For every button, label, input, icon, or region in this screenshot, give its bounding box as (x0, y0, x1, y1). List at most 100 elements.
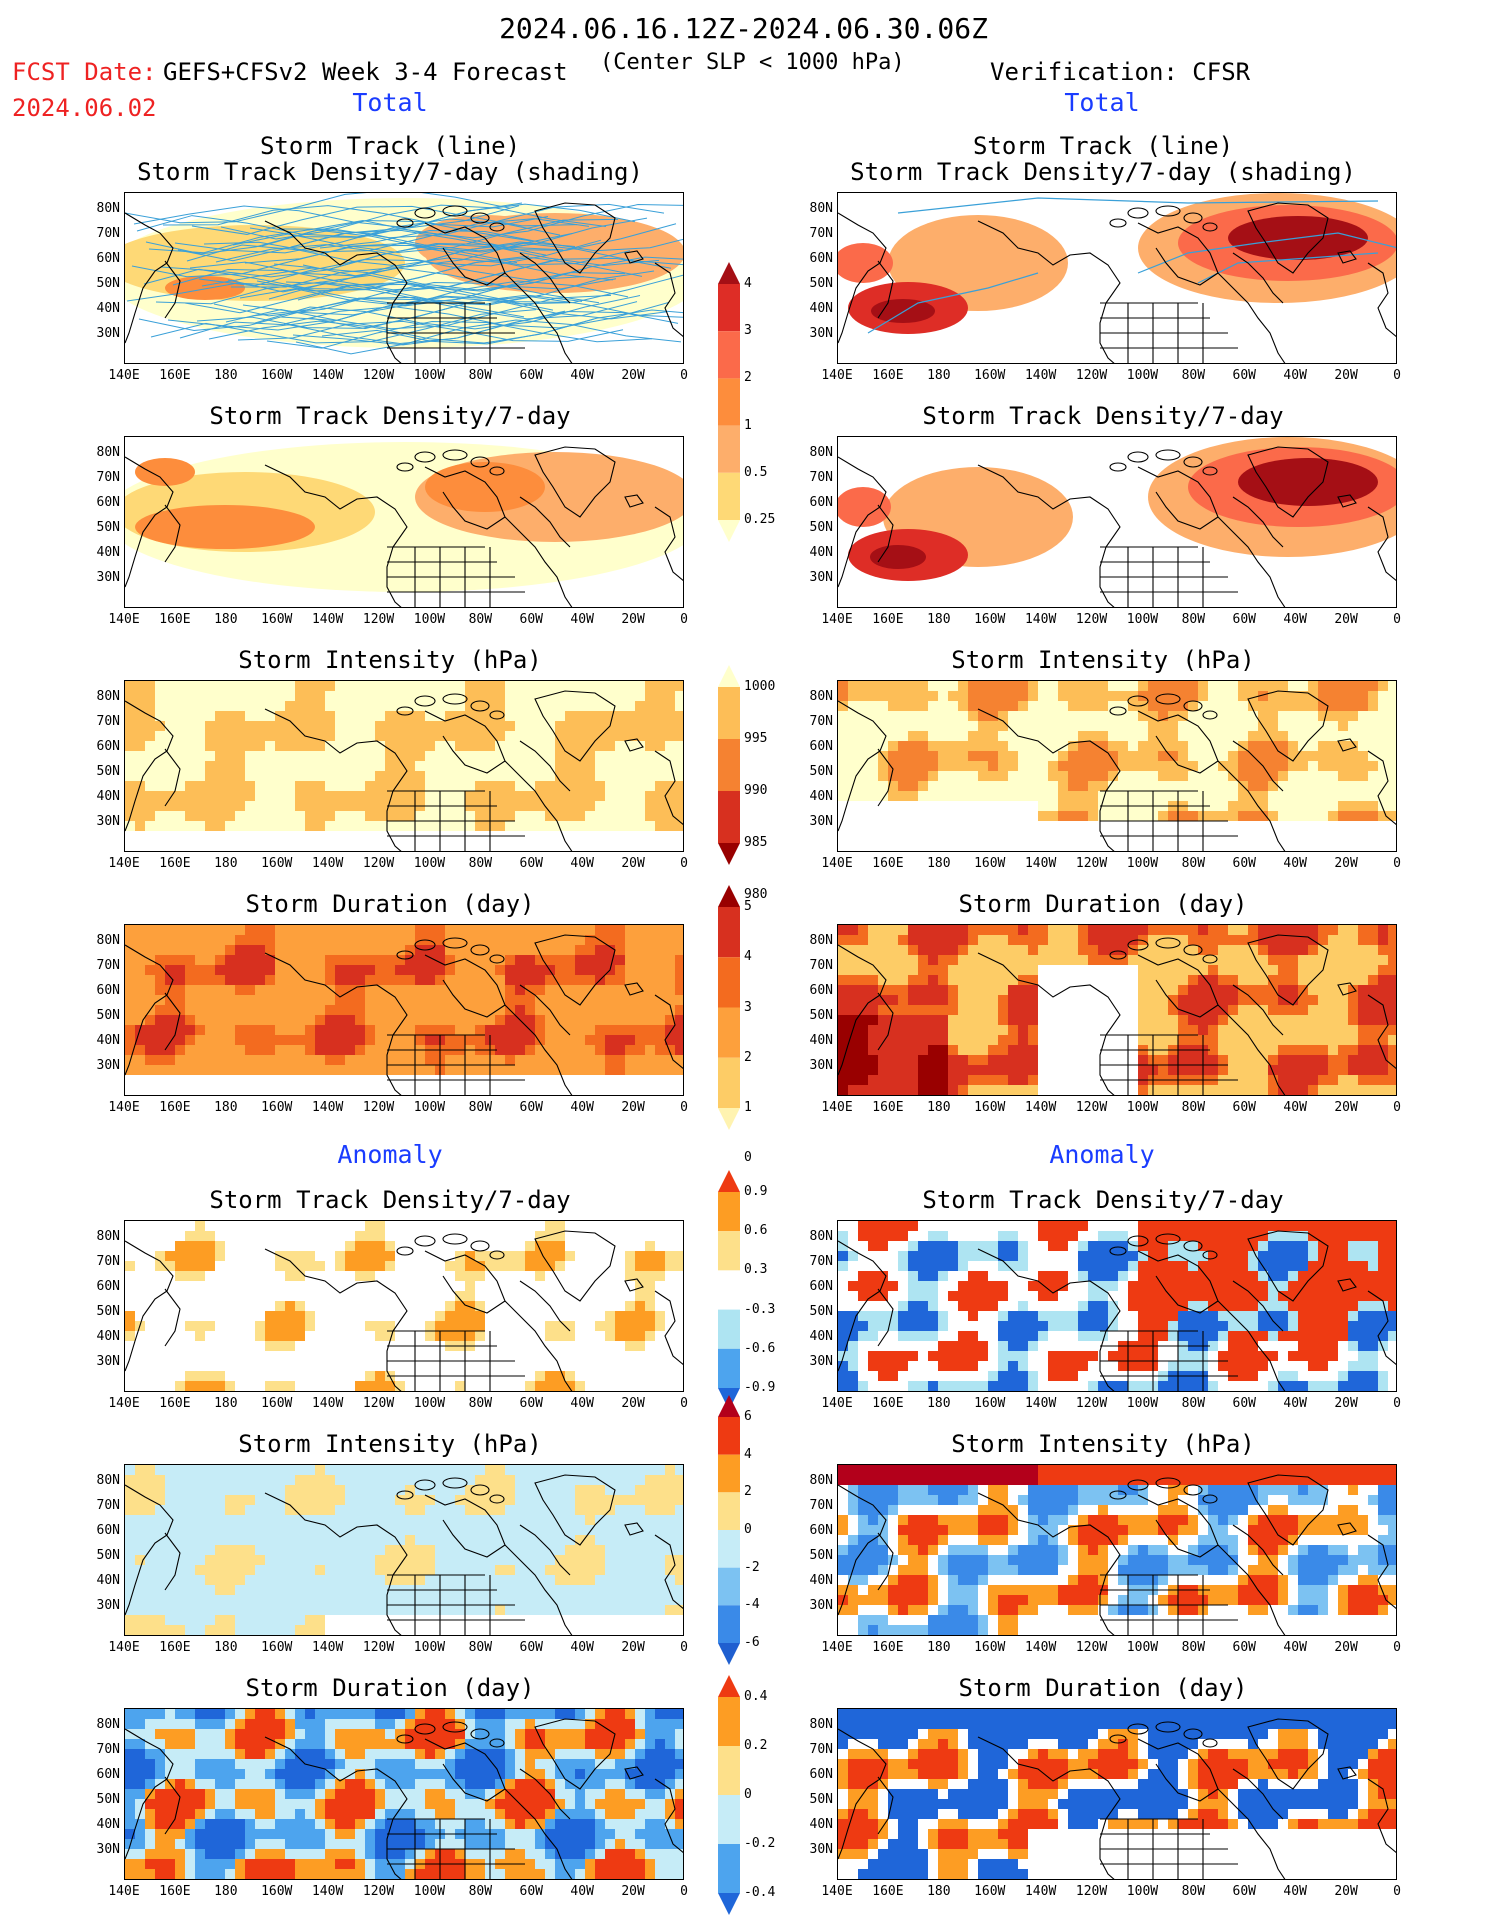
shaded-cell (1338, 1241, 1348, 1251)
shaded-cell (235, 761, 245, 771)
shaded-cell (1258, 1281, 1268, 1291)
shaded-cell (938, 1015, 948, 1025)
shaded-cell (485, 681, 495, 691)
shaded-cell (505, 935, 515, 945)
shaded-cell (968, 1055, 978, 1065)
shaded-cell (1248, 1361, 1258, 1371)
shaded-cell (1138, 691, 1148, 701)
shaded-cell (898, 965, 908, 975)
shaded-cell (405, 741, 415, 751)
shaded-cell (1348, 731, 1358, 741)
shaded-cell (485, 1261, 495, 1271)
shaded-cell (848, 1311, 858, 1321)
shaded-cell (1298, 1095, 1308, 1096)
shaded-cell (455, 1311, 465, 1321)
shaded-cell (305, 791, 315, 801)
shaded-cell (1298, 741, 1308, 751)
shaded-cell (375, 985, 385, 995)
shaded-cell (1178, 1271, 1188, 1281)
shaded-cell (605, 1321, 615, 1331)
shaded-cell (1278, 691, 1288, 701)
shaded-cell (435, 975, 445, 985)
shaded-cell (665, 711, 675, 721)
shaded-cell (1228, 1341, 1238, 1351)
shaded-cell (385, 711, 395, 721)
shaded-cell (1108, 945, 1118, 955)
shaded-cell (475, 1555, 485, 1565)
shaded-cell (365, 1575, 375, 1585)
shaded-cell (1228, 1281, 1238, 1291)
shaded-cell (525, 1005, 535, 1015)
shaded-cell (1378, 1055, 1388, 1065)
shaded-cell (625, 801, 635, 811)
shaded-cell (325, 761, 335, 771)
shaded-cell (1358, 1241, 1368, 1251)
shaded-cell (255, 1565, 265, 1575)
shaded-cell (485, 721, 495, 731)
shaded-cell (1308, 721, 1318, 731)
shaded-cell (1358, 1371, 1368, 1381)
shaded-cell (555, 1055, 565, 1065)
shaded-cell (555, 781, 565, 791)
shaded-cell (1008, 955, 1018, 965)
shaded-cell (958, 1005, 968, 1015)
shaded-cell (375, 701, 385, 711)
shaded-cell (335, 731, 345, 741)
shaded-cell (135, 1545, 145, 1555)
shaded-cell (195, 1495, 205, 1505)
shaded-cell (625, 975, 635, 985)
shaded-cell (1178, 1351, 1188, 1361)
shaded-cell (365, 1221, 375, 1231)
shaded-cell (375, 955, 385, 965)
shaded-cell (415, 771, 425, 781)
shaded-cell (1288, 1291, 1298, 1301)
shaded-cell (1188, 751, 1198, 761)
shaded-cell (365, 761, 375, 771)
shaded-cell (135, 1065, 145, 1075)
shaded-cell (1218, 925, 1228, 935)
shaded-cell (445, 1555, 455, 1565)
shaded-cell (1258, 985, 1268, 995)
shaded-cell (445, 791, 455, 801)
shaded-cell (858, 1381, 868, 1391)
shaded-cell (1158, 1301, 1168, 1311)
shaded-cell (465, 1321, 475, 1331)
shaded-cell (1128, 1301, 1138, 1311)
shaded-cell (1268, 1391, 1278, 1392)
shaded-cell (1388, 801, 1396, 811)
shaded-cell (1308, 1381, 1318, 1391)
shaded-cell (1118, 1361, 1128, 1371)
shaded-cell (1018, 1035, 1028, 1045)
shaded-cell (395, 1381, 405, 1391)
shaded-cell (1388, 731, 1396, 741)
shaded-cell (1088, 1391, 1098, 1392)
shaded-cell (275, 1055, 285, 1065)
shaded-cell (155, 1565, 165, 1575)
shaded-cell (1128, 761, 1138, 771)
shaded-cell (645, 711, 655, 721)
shaded-cell (515, 751, 525, 761)
shaded-cell (175, 1055, 185, 1065)
shaded-cell (1238, 945, 1248, 955)
shaded-cell (175, 1025, 185, 1035)
shaded-cell (978, 1271, 988, 1281)
shaded-cell (1068, 731, 1078, 741)
shaded-cell (928, 1351, 938, 1361)
shaded-cell (265, 801, 275, 811)
shaded-cell (1328, 1311, 1338, 1321)
shaded-cell (455, 1515, 465, 1525)
shaded-cell (215, 1525, 225, 1535)
shaded-cell (235, 925, 245, 935)
shaded-cell (315, 1475, 325, 1485)
shaded-cell (1168, 761, 1178, 771)
shaded-cell (1338, 731, 1348, 741)
shaded-cell (878, 791, 888, 801)
shaded-cell (205, 965, 215, 975)
shaded-cell (1018, 701, 1028, 711)
shaded-cell (635, 1005, 645, 1015)
shaded-cell (968, 791, 978, 801)
shaded-cell (1208, 751, 1218, 761)
shaded-cell (525, 1065, 535, 1075)
shaded-cell (355, 985, 365, 995)
shaded-cell (395, 701, 405, 711)
